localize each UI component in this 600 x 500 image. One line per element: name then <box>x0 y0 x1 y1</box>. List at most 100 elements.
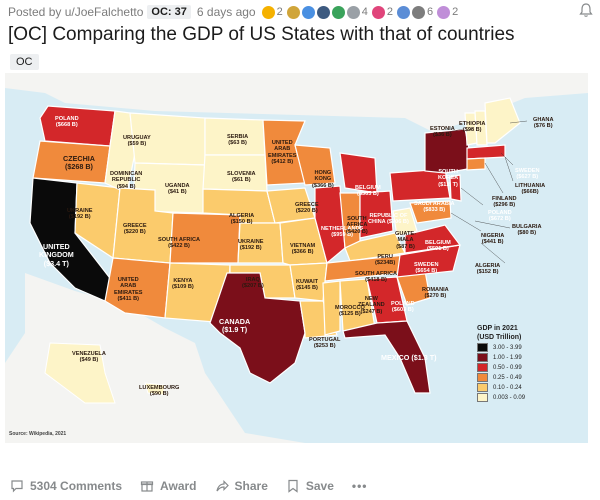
post-meta: Posted by u/JoeFalchetto OC: 37 6 days a… <box>8 2 594 22</box>
canada-land <box>5 73 588 133</box>
state-label: KENYA ($109 B) <box>172 278 194 291</box>
post-title[interactable]: [OC] Comparing the GDP of US States with… <box>8 24 515 45</box>
legend-swatch <box>477 383 488 392</box>
comments-label: 5304 Comments <box>30 479 123 493</box>
oc-flair-badge: OC: 37 <box>147 5 191 19</box>
state-label: BULGARIA ($80 B) <box>512 224 542 237</box>
state-label: FINLAND ($296 B) <box>492 196 517 209</box>
state-label: CANADA ($1.9 T) <box>219 317 251 335</box>
legend-item: 0.50 - 0.99 <box>477 363 577 372</box>
alaska-shape <box>44 342 116 404</box>
award-leaf-icon[interactable] <box>331 5 345 19</box>
state-new-york <box>424 128 474 174</box>
state-label: POLAND ($672 B) <box>488 210 512 223</box>
state-label: GREECE ($220 B) <box>295 202 319 215</box>
state-label: SERBIA ($63 B) <box>227 134 249 147</box>
award-crown-icon[interactable] <box>261 5 275 19</box>
oc-tag[interactable]: OC <box>10 54 39 70</box>
share-button[interactable]: Share <box>215 479 268 493</box>
source-note: Source: Wikipedia, 2021 <box>9 431 67 437</box>
award-face-icon[interactable] <box>301 5 315 19</box>
state-label: SOUTH AFRICA ($418 B) <box>355 271 398 284</box>
state-west-virginia <box>392 207 418 237</box>
state-label: DOMINICAN REPUBLIC ($94 B) <box>110 171 143 190</box>
state-texas <box>209 272 306 384</box>
state-label: REPUBLIC OF CHINA ($706 B) <box>368 213 409 226</box>
state-label: ALGERIA ($152 B) <box>475 263 501 276</box>
map-legend: GDP in 2021 (USD Trillion) 3.00 - 3.99 1.… <box>477 324 577 402</box>
state-maine <box>484 97 521 144</box>
state-label: NETHERLANDS ($959 B) <box>321 226 364 239</box>
bookmark-icon <box>288 479 298 493</box>
state-label: CZECHIA ($268 B) <box>63 154 95 172</box>
award-count: 4 <box>361 6 368 18</box>
state-florida <box>342 320 431 394</box>
legend-label: 0.003 - 0.09 <box>493 394 526 401</box>
state-label: ROMANIA ($270 B) <box>422 287 449 300</box>
save-button[interactable]: Save <box>286 479 334 493</box>
state-label: HONG KONG ($366 B) <box>312 170 334 189</box>
save-label: Save <box>305 479 334 493</box>
award-label: Award <box>160 479 197 493</box>
state-label: UKRAINE ($192 B) <box>238 239 264 252</box>
post-age: 6 days ago <box>196 5 256 19</box>
state-label: GUATE- MALA ($87 B) <box>395 231 417 250</box>
share-label: Share <box>234 479 268 493</box>
legend-item: 1.00 - 1.99 <box>477 353 577 362</box>
award-bubble-icon[interactable] <box>396 5 410 19</box>
legend-label: 3.00 - 3.99 <box>493 344 522 351</box>
us-map-graphic <box>5 73 588 443</box>
legend-item: 0.25 - 0.49 <box>477 373 577 382</box>
legend-label: 0.10 - 0.24 <box>493 384 522 391</box>
state-label: MOROCCO ($125 B) <box>335 305 365 318</box>
gdp-map: POLAND ($668 B) URUGUAY ($59 B) SERBIA ($6… <box>5 73 588 443</box>
award-wave-icon[interactable] <box>437 5 451 19</box>
bell-icon[interactable] <box>578 2 594 18</box>
award-heart-icon[interactable] <box>371 5 385 19</box>
state-label: SOUTH AFRICA ($422 B) <box>158 237 201 250</box>
state-label: SWEDEN ($654 B) <box>414 262 439 275</box>
state-label: BELGIUM ($591 B) <box>425 240 451 253</box>
state-new-jersey <box>449 174 462 202</box>
more-options-button[interactable]: ••• <box>352 479 368 493</box>
legend-label: 1.00 - 1.99 <box>493 354 522 361</box>
state-label: ESTONIA ($36 B) <box>430 126 455 139</box>
state-ohio <box>359 190 394 239</box>
state-label: URUGUAY ($59 B) <box>123 135 151 148</box>
state-illinois <box>314 185 346 265</box>
legend-label: 0.25 - 0.49 <box>493 374 522 381</box>
legend-item: 0.10 - 0.24 <box>477 383 577 392</box>
more-options-icon: ••• <box>351 479 368 493</box>
comment-icon <box>11 480 23 493</box>
state-label: SWEDEN ($627 B) <box>515 168 540 181</box>
mexico-land <box>5 273 305 443</box>
state-arizona <box>104 257 171 319</box>
post-author[interactable]: Posted by u/JoeFalchetto <box>8 5 144 19</box>
state-label: KUWAIT ($145 B) <box>296 279 319 292</box>
state-label: NIGERIA ($441 B) <box>481 233 505 246</box>
legend-swatch <box>477 363 488 372</box>
state-mississippi <box>322 280 341 336</box>
state-label: VENEZUELA ($49 B) <box>72 351 106 364</box>
awards-list[interactable]: 2 4 2 6 2 <box>261 5 461 19</box>
legend-swatch <box>477 343 488 352</box>
state-label: PORTUGAL ($253 B) <box>309 337 341 350</box>
state-label: SLOVENIA ($61 B) <box>227 171 256 184</box>
award-ghost-icon[interactable] <box>346 5 360 19</box>
state-label: VIETNAM ($366 B) <box>290 243 316 256</box>
award-globe-icon[interactable] <box>316 5 330 19</box>
legend-item: 0.003 - 0.09 <box>477 393 577 402</box>
award-plus-icon[interactable] <box>286 5 300 19</box>
legend-title: GDP in 2021 (USD Trillion) <box>477 325 522 341</box>
comments-button[interactable]: 5304 Comments <box>10 479 122 493</box>
state-maryland <box>409 200 452 224</box>
state-virginia <box>404 224 462 254</box>
state-massachusetts <box>466 144 506 160</box>
state-label: SOUTH KOREA ($1.8 T) <box>438 169 459 188</box>
state-label: GHANA ($76 B) <box>533 117 554 130</box>
award-coin-icon[interactable] <box>411 5 425 19</box>
state-kentucky <box>344 232 406 262</box>
award-button[interactable]: Award <box>140 479 197 493</box>
state-label: UNITED KINGDOM ($3.4 T) <box>39 242 74 268</box>
state-label: SAUDI ARABIA ($833 B) <box>414 201 455 214</box>
